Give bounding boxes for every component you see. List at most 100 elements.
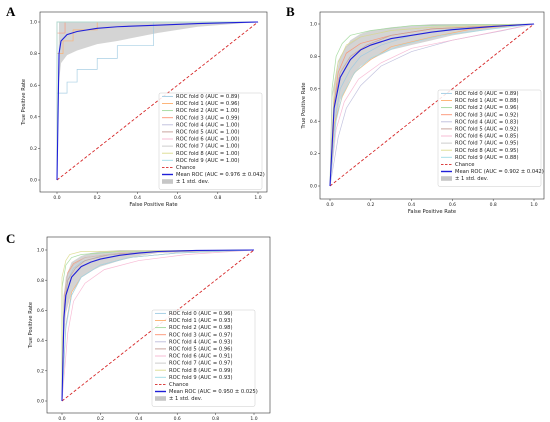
chance-line <box>56 21 259 181</box>
y-tick-label: 0.0 <box>30 178 37 184</box>
x-tick-label: 0.4 <box>135 416 142 422</box>
legend-fold-2-label: ROC fold 2 (AUC = 0.96) <box>455 105 519 111</box>
x-axis-label: False Positive Rate <box>129 202 177 208</box>
mean-roc-line <box>329 23 535 187</box>
legend-fold-3-label: ROC fold 3 (AUC = 0.97) <box>169 332 233 338</box>
legend-chance-label: Chance <box>169 382 188 388</box>
legend-std-band-label: ± 1 std. dev. <box>169 396 202 402</box>
legend-fold-0-label: ROC fold 0 (AUC = 0.96) <box>169 311 233 317</box>
x-tick-label: 0.4 <box>134 195 141 201</box>
legend-fold-2-label: ROC fold 2 (AUC = 1.00) <box>176 108 240 114</box>
legend-fold-5-label: ROC fold 5 (AUC = 0.92) <box>455 127 519 133</box>
legend-fold-3-label: ROC fold 3 (AUC = 0.92) <box>455 112 519 118</box>
roc-fold-7-line <box>61 249 255 402</box>
y-tick-label: 0.4 <box>310 119 317 125</box>
x-tick-label: 0.6 <box>174 195 181 201</box>
legend-fold-4-label: ROC fold 4 (AUC = 0.93) <box>169 339 233 345</box>
x-axis-label: False Positive Rate <box>408 209 456 215</box>
roc-fold-9-line <box>61 249 255 402</box>
y-axis-label: True Positive Rate <box>28 302 34 349</box>
legend-fold-5-label: ROC fold 5 (AUC = 0.96) <box>169 347 233 353</box>
legend-fold-9-label: ROC fold 9 (AUC = 0.88) <box>455 155 519 161</box>
legend-fold-0-label: ROC fold 0 (AUC = 0.89) <box>176 94 240 100</box>
y-tick-label: 1.0 <box>30 20 37 26</box>
legend-fold-1-label: ROC fold 1 (AUC = 0.88) <box>455 98 519 104</box>
roc-fold-9-line <box>56 21 258 180</box>
roc-fold-2-line <box>329 23 535 187</box>
legend-fold-5-label: ROC fold 5 (AUC = 1.00) <box>176 130 240 136</box>
x-tick-label: 0.8 <box>490 202 497 208</box>
y-tick-label: 0.6 <box>37 308 44 314</box>
std-band <box>57 22 258 180</box>
x-tick-label: 0.4 <box>408 202 415 208</box>
panel-letter: C <box>6 231 15 246</box>
y-tick-label: 0.8 <box>30 51 37 57</box>
x-tick-label: 0.0 <box>326 202 333 208</box>
x-tick-label: 0.0 <box>58 416 65 422</box>
roc-fold-0-line <box>56 21 258 180</box>
y-tick-label: 0.2 <box>310 151 317 157</box>
legend-fold-8-label: ROC fold 8 (AUC = 1.00) <box>176 151 240 157</box>
legend-chance-label: Chance <box>455 162 474 168</box>
chance-line <box>329 23 535 187</box>
legend-fold-8-label: ROC fold 8 (AUC = 0.95) <box>455 148 519 154</box>
legend-std-band-swatch <box>155 396 166 401</box>
legend-fold-6-label: ROC fold 6 (AUC = 0.91) <box>169 354 233 360</box>
roc-fold-8-line <box>329 23 535 187</box>
legend-fold-0-label: ROC fold 0 (AUC = 0.89) <box>455 91 519 97</box>
x-tick-label: 0.0 <box>53 195 60 201</box>
y-tick-label: 0.4 <box>30 114 37 120</box>
legend-box <box>151 309 256 407</box>
legend-fold-7-label: ROC fold 7 (AUC = 0.97) <box>169 361 233 367</box>
legend-fold-7-label: ROC fold 7 (AUC = 0.95) <box>455 141 519 147</box>
x-tick-label: 0.2 <box>367 202 374 208</box>
mean-roc-line <box>56 21 259 181</box>
legend-fold-4-label: ROC fold 4 (AUC = 0.83) <box>455 119 519 125</box>
legend-chance-label: Chance <box>176 165 195 171</box>
legend-box <box>158 92 263 190</box>
panel-letter: B <box>286 4 295 19</box>
legend-mean-roc-label: Mean ROC (AUC = 0.902 ± 0.042) <box>455 169 544 175</box>
y-tick-label: 0.4 <box>37 338 44 344</box>
x-tick-label: 0.8 <box>212 416 219 422</box>
legend-fold-9-label: ROC fold 9 (AUC = 1.00) <box>176 158 240 164</box>
y-tick-label: 0.2 <box>37 368 44 374</box>
legend-fold-7-label: ROC fold 7 (AUC = 1.00) <box>176 144 240 150</box>
legend-std-band-swatch <box>162 179 173 184</box>
legend-fold-6-label: ROC fold 6 (AUC = 0.85) <box>455 134 519 140</box>
legend-fold-1-label: ROC fold 1 (AUC = 0.93) <box>169 318 233 324</box>
roc-fold-9-line <box>329 23 535 187</box>
roc-panel-a: A 0.0 0.2 0.4 0.6 0.8 1.0 0.0 0.2 0.4 0.6 0.8 1.0 Fal… <box>6 4 268 208</box>
legend-fold-8-label: ROC fold 8 (AUC = 0.99) <box>169 368 233 374</box>
legend-fold-3-label: ROC fold 3 (AUC = 0.99) <box>176 115 240 121</box>
y-tick-label: 0.8 <box>37 278 44 284</box>
x-tick-label: 1.0 <box>254 195 261 201</box>
legend-box <box>437 89 542 187</box>
x-tick-label: 1.0 <box>250 416 257 422</box>
roc-panel-b: B 0.0 0.2 0.4 0.6 0.8 1.0 0.0 0.2 0.4 0.6 0.8 1.0 Fal… <box>286 4 545 215</box>
x-tick-label: 0.6 <box>449 202 456 208</box>
y-tick-label: 0.6 <box>30 83 37 89</box>
y-axis-label: True Positive Rate <box>301 82 307 129</box>
legend-std-band-label: ± 1 std. dev. <box>455 176 488 182</box>
panel-letter: A <box>6 4 16 19</box>
y-axis-label: True Positive Rate <box>21 79 27 126</box>
legend-mean-roc-label: Mean ROC (AUC = 0.950 ± 0.025) <box>169 389 258 395</box>
roc-fold-6-line <box>61 249 255 402</box>
legend-std-band-swatch <box>441 176 452 181</box>
y-tick-label: 1.0 <box>37 248 44 254</box>
roc-panel-c: C0.00.20.40.60.81.00.00.20.40.60.81.0Fal… <box>6 231 271 422</box>
y-tick-label: 0.0 <box>310 184 317 190</box>
x-tick-label: 0.8 <box>214 195 221 201</box>
y-tick-label: 0.8 <box>310 54 317 60</box>
legend-std-band-label: ± 1 std. dev. <box>176 179 209 185</box>
std-band <box>62 250 254 401</box>
mean-roc-line <box>61 249 255 402</box>
legend-fold-2-label: ROC fold 2 (AUC = 0.98) <box>169 325 233 331</box>
x-tick-label: 0.2 <box>94 195 101 201</box>
legend-fold-4-label: ROC fold 4 (AUC = 1.00) <box>176 122 240 128</box>
x-tick-label: 0.2 <box>97 416 104 422</box>
legend-mean-roc-label: Mean ROC (AUC = 0.976 ± 0.042) <box>176 172 265 178</box>
y-tick-label: 0.2 <box>30 146 37 152</box>
